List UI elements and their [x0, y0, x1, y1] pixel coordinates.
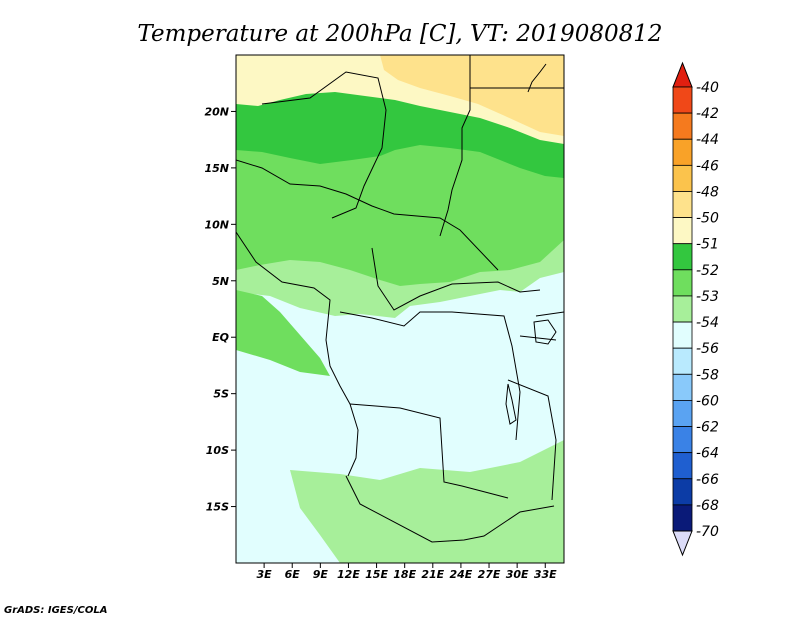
coastline-west [236, 231, 359, 477]
colorbar-level-label: -52 [696, 263, 719, 279]
colorbar-level-label: -64 [696, 446, 719, 462]
border-central [371, 247, 541, 311]
colorbar-box [672, 321, 693, 349]
border-angola [349, 403, 509, 499]
colorbar-level-label: -48 [696, 184, 719, 200]
border-congo [339, 311, 521, 441]
colorbar-level-label: -60 [696, 393, 719, 409]
x-tick-label: 15E [365, 568, 388, 581]
colorbar-bottom-arrow [672, 530, 693, 557]
colorbar-box [672, 191, 693, 218]
border-sahara-east [439, 55, 471, 237]
colorbar-level-label: -54 [696, 315, 719, 331]
colorbar-level-label: -42 [696, 106, 719, 122]
field-region-m50 [380, 55, 564, 136]
colorbar-box [672, 478, 693, 506]
colorbar-level-label: -50 [696, 211, 719, 227]
y-tick-label: 10N [204, 218, 229, 231]
colorbar-box [672, 504, 693, 532]
x-tick-label: 33E [534, 568, 557, 581]
x-tick-label: 6E [285, 568, 301, 581]
border-south [345, 475, 555, 543]
lake-tanganyika [505, 383, 517, 425]
border-sahara-west [261, 71, 387, 219]
y-tick-label: 5S [213, 388, 229, 401]
colorbar-level-label: -70 [696, 524, 719, 540]
colorbar-box [672, 138, 693, 166]
colorbar-box [672, 112, 693, 140]
y-tick-label: 5N [212, 275, 229, 288]
field-region-m54-south [290, 440, 564, 563]
colorbar-level-label: -51 [696, 237, 719, 253]
temperature-field [236, 55, 564, 563]
colorbar-box [672, 86, 693, 114]
colorbar-top-arrow [672, 61, 693, 88]
x-tick-label: 24E [450, 568, 473, 581]
lake-victoria [533, 319, 557, 345]
y-tick-label: EQ [212, 331, 229, 344]
colorbar-box [672, 295, 693, 323]
colorbar-level-label: -53 [696, 289, 719, 305]
border-sahel [236, 159, 499, 271]
colorbar-level-label: -46 [696, 158, 719, 174]
colorbar-box [672, 426, 693, 454]
x-tick-label: 27E [478, 568, 501, 581]
colorbar-level-label: -40 [696, 80, 719, 96]
colorbar-level-label: -58 [696, 367, 719, 383]
x-tick-label: 21E [421, 568, 444, 581]
x-tick-label: 3E [257, 568, 273, 581]
x-tick-label: 18E [393, 568, 416, 581]
y-tick-label: 10S [206, 444, 229, 457]
colorbar-level-label: -44 [696, 132, 719, 148]
grads-credit: GrADS: IGES/COLA [4, 605, 107, 616]
colorbar-box [672, 373, 693, 401]
x-axis: 3E 6E 9E 12E 15E 18E 21E 24E 27E 30E 33E [257, 563, 557, 581]
colorbar-box [672, 452, 693, 480]
colorbar-box [672, 347, 693, 375]
colorbar-box [672, 243, 693, 271]
colorbar-box [672, 217, 693, 245]
colorbar-level-label: -68 [696, 498, 719, 514]
y-tick-label: 15N [204, 162, 229, 175]
y-axis: 20N 15N 10N 5N EQ 5S 10S 15S [204, 105, 236, 514]
colorbar-level-label: -62 [696, 420, 719, 436]
map-frame [235, 54, 565, 564]
x-tick-label: 30E [506, 568, 529, 581]
y-tick-label: 15S [206, 501, 229, 514]
colorbar-box [672, 164, 693, 192]
x-tick-label: 12E [337, 568, 360, 581]
colorbar-level-label: -66 [696, 472, 719, 488]
y-tick-label: 20N [204, 105, 229, 118]
country-borders [236, 55, 564, 543]
colorbar-level-label: -56 [696, 341, 719, 357]
chart-title: Temperature at 200hPa [C], VT: 201908081… [137, 21, 662, 47]
field-region-m53-west [236, 290, 330, 376]
x-tick-label: 9E [313, 568, 329, 581]
border-east [507, 311, 564, 501]
colorbar: -40 -42 -44 -46 -48 -50 -51 -52 -53 -54 -56 -58 -60 -… [672, 61, 719, 557]
colorbar-box [672, 269, 693, 297]
nile-river [527, 63, 547, 93]
colorbar-box [672, 400, 693, 427]
